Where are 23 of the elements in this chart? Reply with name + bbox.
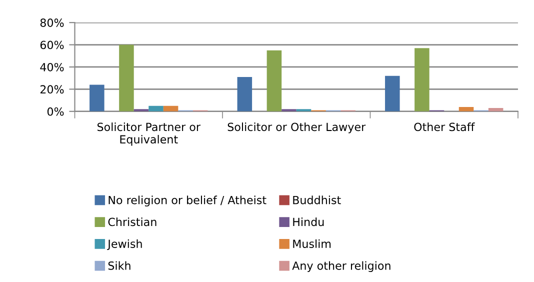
legend-label: Buddhist	[293, 196, 341, 204]
x-tick-label: Solicitor Partner or Equivalent	[97, 122, 201, 146]
y-tick-label: 0%	[47, 107, 64, 116]
x-tick-label: Other Staff	[414, 122, 475, 132]
bar	[119, 44, 134, 112]
bar	[385, 76, 400, 112]
y-tick-label: 20%	[40, 85, 64, 94]
bar	[266, 50, 282, 112]
legend-label: Jewish	[107, 239, 142, 250]
legend-label: No religion or belief / Atheist	[108, 196, 266, 206]
legend-label: Sikh	[108, 261, 130, 270]
y-tick-label: 40%	[40, 62, 64, 72]
bar	[90, 84, 104, 112]
y-tick-label: 60%	[40, 40, 64, 50]
bar	[148, 106, 164, 112]
y-tick-label: 80%	[40, 18, 64, 27]
legend-label: Muslim	[293, 239, 331, 248]
legend-label: Hindu	[293, 218, 324, 226]
bar	[414, 48, 430, 112]
legend-label: Any other religion	[292, 261, 390, 272]
x-tick-label: Solicitor or Other Lawyer	[228, 122, 366, 134]
bar	[237, 76, 252, 112]
legend-label: Christian	[108, 218, 156, 226]
